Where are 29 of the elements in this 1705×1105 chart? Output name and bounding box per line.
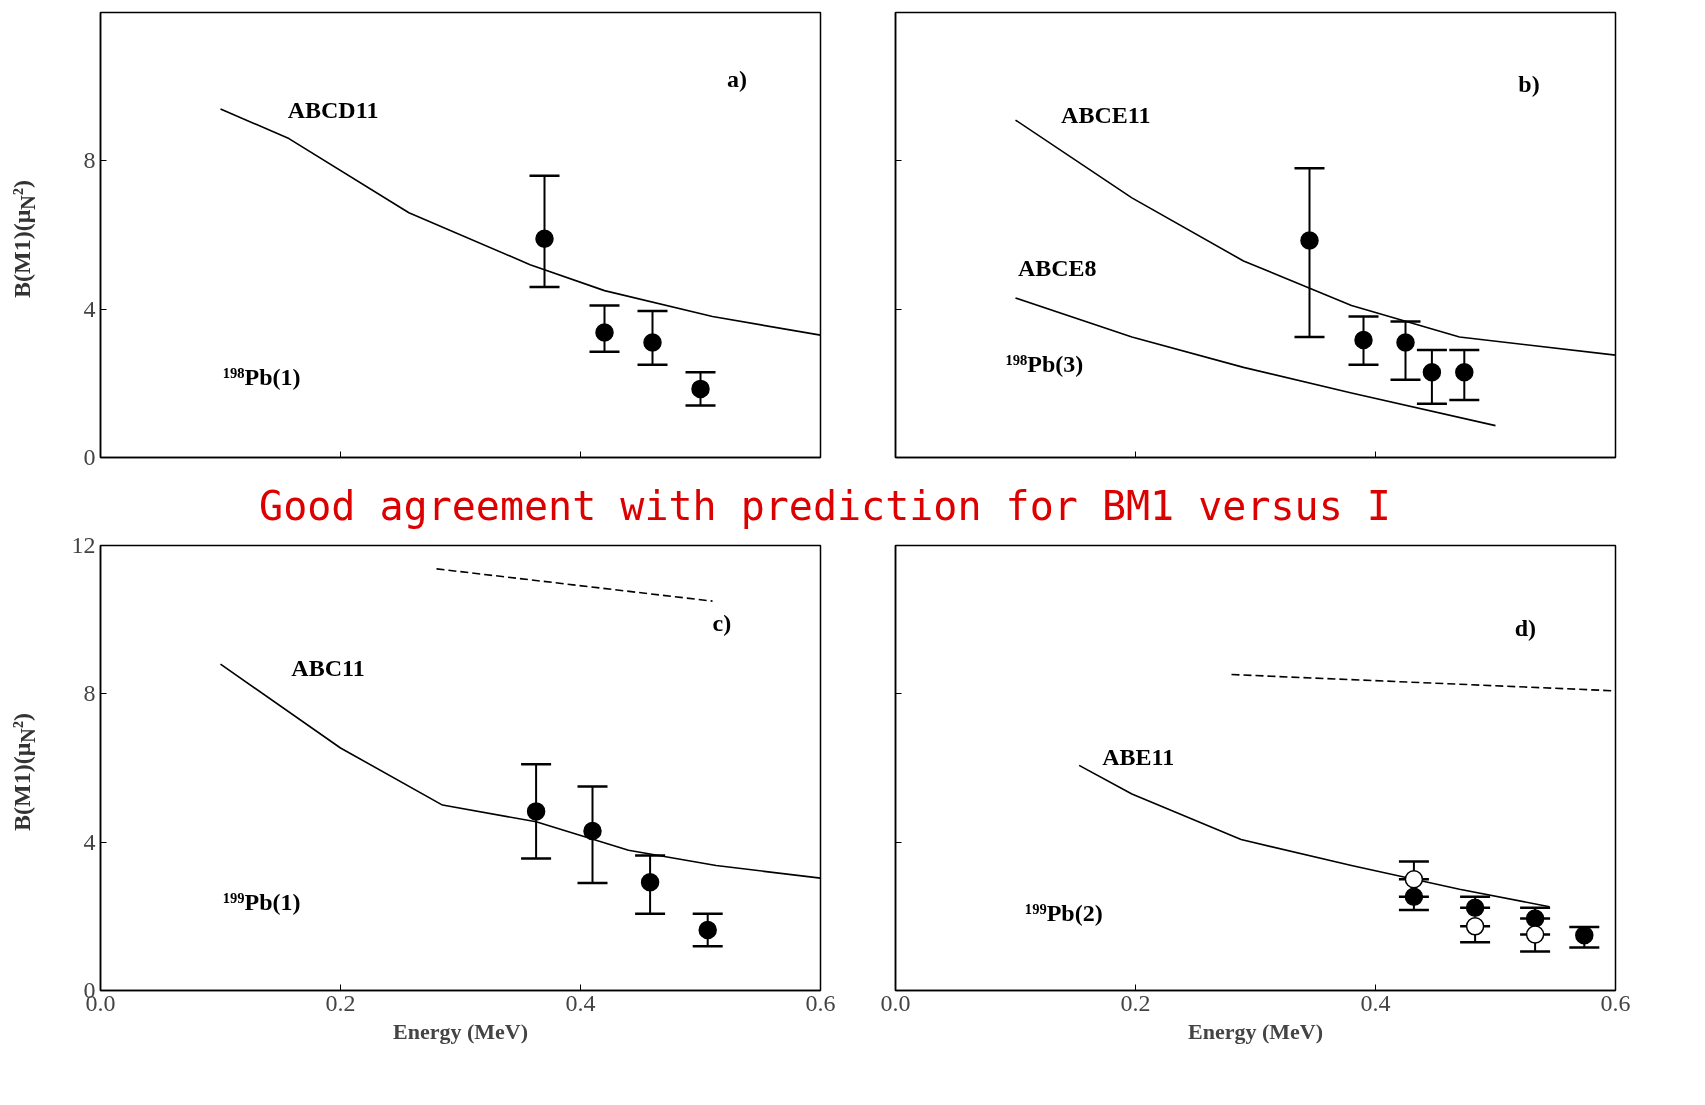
- annotation: c): [712, 610, 732, 637]
- annotation: ¹⁹⁸Pb(1): [222, 364, 301, 391]
- y-tick-label: 4: [83, 828, 96, 855]
- chart-title: Good agreement with prediction for BM1 versus I: [259, 483, 1391, 529]
- annotation: ABCD11: [287, 97, 379, 124]
- x-tick-label: 0.6: [805, 989, 836, 1016]
- y-tick-label: 8: [83, 680, 96, 707]
- y-tick-label: 12: [71, 532, 96, 558]
- annotation: a): [726, 66, 747, 93]
- x-tick-label: 0.0: [880, 989, 911, 1016]
- y-tick-label: 8: [83, 147, 96, 174]
- annotation: ABCE11: [1061, 101, 1151, 128]
- annotation: ¹⁹⁹Pb(1): [222, 888, 301, 915]
- x-tick-label: 0.6: [1600, 989, 1631, 1016]
- annotation: ¹⁹⁹Pb(2): [1025, 899, 1103, 926]
- x-tick-label: 0.4: [1360, 989, 1391, 1016]
- x-tick-label: 0.2: [1120, 989, 1151, 1016]
- x-axis-title: Energy (MeV): [393, 1018, 529, 1044]
- annotation: d): [1514, 614, 1537, 641]
- annotation: ABE11: [1102, 743, 1175, 770]
- x-tick-label: 0.2: [325, 989, 356, 1016]
- y-tick-label: 4: [83, 295, 96, 322]
- annotation: ¹⁹⁸Pb(3): [1005, 351, 1084, 378]
- annotation: b): [1518, 70, 1540, 97]
- y-tick-label: 0: [83, 444, 96, 470]
- annotation: ABCE8: [1017, 255, 1097, 282]
- x-axis-title: Energy (MeV): [1188, 1018, 1324, 1044]
- x-tick-label: 0.4: [565, 989, 596, 1016]
- annotation: ABC11: [291, 654, 365, 681]
